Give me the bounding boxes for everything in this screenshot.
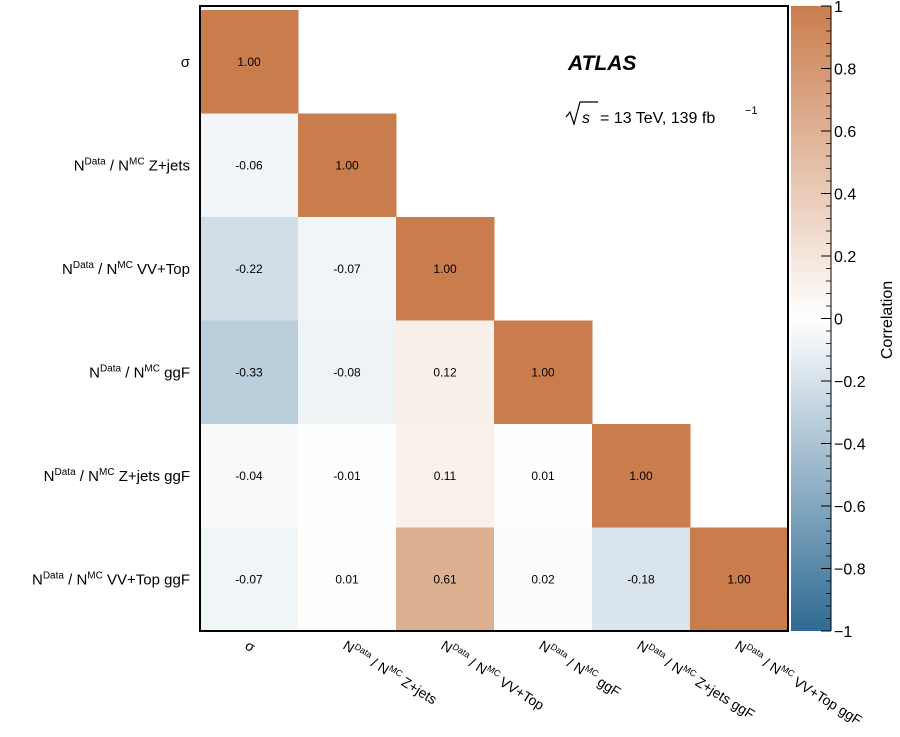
y-axis-label: NData / NMC ggF <box>89 363 190 381</box>
heatmap-cell <box>494 424 593 528</box>
y-axis-label: NData / NMC VV+Top ggF <box>32 570 190 588</box>
y-axis-labels: σ NData / NMC Z+jets NData / NMC VV+Top NDa… <box>32 54 191 589</box>
colorbar-tick-label: 0 <box>834 312 843 329</box>
heatmap-cell <box>298 320 397 425</box>
y-axis-label: NData / NMC VV+Top <box>62 260 190 278</box>
cell-value-label: -0.07 <box>235 572 263 586</box>
heatmap-cell <box>200 424 299 528</box>
energy-annotation: s = 13 TeV, 139 fb −1 <box>565 101 758 127</box>
y-axis-label: σ <box>181 54 191 71</box>
cell-value-label: -0.33 <box>235 365 263 379</box>
cell-value-label: 1.00 <box>531 365 555 379</box>
heatmap-cell <box>298 217 397 321</box>
energy-text: = 13 TeV, 139 fb <box>600 110 715 127</box>
energy-superscript: −1 <box>745 105 758 117</box>
cell-value-label: 1.00 <box>727 572 751 586</box>
heatmap-cell <box>200 10 299 114</box>
heatmap-cell <box>200 320 299 425</box>
x-axis-label: NData / NMC Z+jets <box>340 636 440 707</box>
heatmap-cell <box>396 527 495 632</box>
colorbar-tick-label: −0.2 <box>834 374 866 391</box>
cell-value-label: 0.11 <box>434 469 457 483</box>
colorbar-tick-label: −1 <box>834 624 852 641</box>
cell-value-label: 0.01 <box>531 469 555 483</box>
cell-value-label: 0.12 <box>433 365 457 379</box>
heatmap-cell <box>298 424 397 528</box>
heatmap-cell <box>200 217 299 321</box>
heatmap-cell <box>592 424 691 528</box>
cell-value-label: 1.00 <box>237 55 261 69</box>
heatmap-cell <box>396 320 495 425</box>
heatmap-cell <box>298 113 397 218</box>
cell-value-label: 0.02 <box>531 572 555 586</box>
heatmap-cell <box>494 320 593 425</box>
heatmap-cell <box>396 217 495 321</box>
energy-sqrt-symbol: s <box>582 110 590 127</box>
heatmap-cell <box>494 527 593 632</box>
cell-value-label: -0.06 <box>235 158 263 172</box>
heatmap-cell <box>396 424 495 528</box>
colorbar-ticks: 1 0.8 0.6 0.4 0.2 0 −0.2 −0.4 −0.6 −0.8 −1 <box>821 0 866 641</box>
colorbar-tick-label: −0.6 <box>834 499 866 516</box>
colorbar-tick-label: 0.4 <box>834 187 856 204</box>
x-axis-label: NData / NMC ggF <box>536 636 624 700</box>
cell-value-label: 1.00 <box>433 262 457 276</box>
heatmap-cell <box>592 527 691 632</box>
colorbar-tick-label: −0.8 <box>834 562 866 579</box>
cell-value-label: -0.08 <box>333 365 361 379</box>
heatmap-cell <box>200 113 299 218</box>
heatmap-cell <box>690 527 789 632</box>
colorbar-tick-label: 0.6 <box>834 124 856 141</box>
cell-value-label: 1.00 <box>335 158 359 172</box>
plot-frame <box>199 5 789 632</box>
colorbar-tick-label: 0.8 <box>834 62 856 79</box>
cell-value-label: 0.01 <box>335 572 359 586</box>
cell-value-label: -0.07 <box>333 262 361 276</box>
cell-value-label: -0.01 <box>333 469 361 483</box>
colorbar-tick-label: 1 <box>834 0 843 16</box>
colorbar-label: Correlation <box>879 281 896 359</box>
heatmap-cells <box>200 10 789 632</box>
cell-value-label: 1.00 <box>629 469 653 483</box>
heatmap-cell <box>298 527 397 632</box>
cell-value-label: -0.18 <box>627 572 655 586</box>
y-axis-label: NData / NMC Z+jets <box>74 156 190 174</box>
colorbar-tick-label: −0.4 <box>834 437 866 454</box>
cell-value-label: -0.04 <box>235 469 263 483</box>
colorbar-tick-label: 0.2 <box>834 249 856 266</box>
x-axis-label: σ <box>242 637 258 655</box>
cell-value-label: 0.61 <box>433 572 457 586</box>
heatmap-cell <box>200 527 299 632</box>
experiment-label: ATLAS <box>567 52 636 75</box>
cell-value-label: -0.22 <box>235 262 263 276</box>
y-axis-label: NData / NMC Z+jets ggF <box>44 467 190 485</box>
x-axis-label: NData / NMC VV+Top <box>438 636 547 713</box>
cell-value-labels: 1.00 -0.06 1.00 -0.22 -0.07 1.00 -0.33 -0.08 0.1… <box>235 55 751 587</box>
